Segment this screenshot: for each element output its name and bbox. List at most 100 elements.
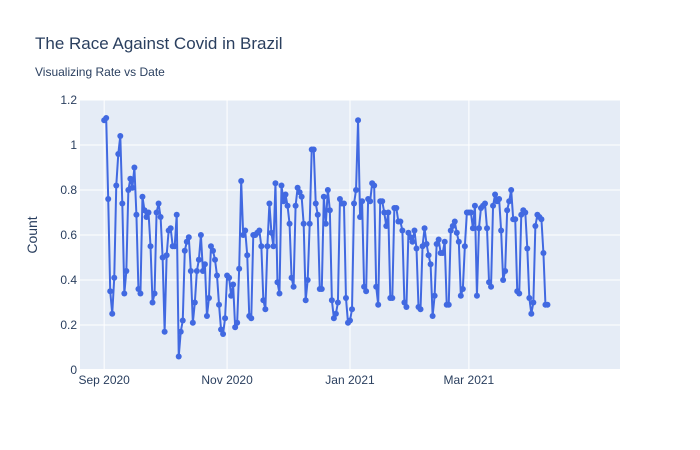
data-point [490,202,497,209]
data-point [409,238,416,245]
data-point [373,283,380,290]
data-point [429,313,436,319]
data-point [498,227,505,234]
data-point [260,297,267,304]
data-point [232,324,239,331]
data-point [127,175,134,182]
data-point [502,268,509,274]
data-point [375,301,382,308]
y-tick-label: 0.8 [60,183,77,197]
data-point [282,191,289,198]
data-point [342,295,349,301]
data-point [484,225,491,232]
data-point [216,301,223,308]
data-point [171,243,178,250]
data-point [328,297,335,304]
data-point [113,182,120,189]
data-point [367,198,374,205]
data-point [115,151,122,157]
data-point [522,209,529,216]
data-point [272,180,279,187]
data-point [145,209,152,216]
data-point [105,196,112,202]
series-points [101,115,551,360]
y-tick-label: 0.4 [60,273,77,287]
data-point [222,315,229,322]
data-point [488,283,495,290]
x-tick-label: Sep 2020 [78,373,130,387]
data-point [357,214,364,220]
data-point [262,306,269,313]
data-point [163,252,170,259]
data-point [310,146,317,153]
data-point [290,283,297,290]
data-point [351,200,358,207]
data-point [296,189,303,196]
data-point [203,313,210,319]
data-point [453,229,460,236]
data-point [193,268,200,274]
data-point [330,315,337,322]
data-point [500,277,507,283]
data-point [187,268,194,274]
data-point [189,319,196,326]
data-point [389,295,396,301]
data-point [288,274,295,281]
data-point [411,227,418,234]
data-point [284,202,291,209]
chart-title: The Race Against Covid in Brazil [35,34,283,53]
data-point [383,223,390,229]
data-point [407,234,414,241]
data-point [385,209,392,216]
x-tick-label: Nov 2020 [201,373,253,387]
data-point [425,252,432,259]
data-point [133,211,140,218]
data-point [131,164,138,171]
data-point [238,178,245,184]
data-point [191,299,198,306]
x-tick-label: Jan 2021 [325,373,375,387]
data-point [524,245,531,252]
data-point [139,193,146,200]
data-point [286,220,293,227]
data-point [508,187,515,193]
data-point [292,202,299,209]
data-point [220,331,227,337]
data-point [427,261,434,268]
data-point [417,306,424,313]
data-point [268,229,275,236]
data-point [149,299,156,306]
data-point [212,256,218,263]
data-point [137,290,144,297]
data-point [199,268,206,274]
data-point [135,286,142,292]
data-point [413,245,420,252]
data-point [324,187,331,193]
data-point [314,211,321,218]
data-point [197,232,204,238]
data-point [181,247,188,254]
data-point [347,317,353,324]
data-point [457,292,464,299]
data-point [473,292,480,299]
data-point [332,310,339,317]
data-point [256,227,263,234]
data-point [302,297,309,304]
data-point [433,241,440,247]
y-axis-title: Count [24,216,40,253]
data-point [234,319,241,326]
data-point [270,243,277,250]
data-point [155,200,162,207]
data-point [423,241,430,247]
data-point [153,209,160,216]
data-point [266,200,273,207]
data-point [183,238,190,245]
data-point [111,274,118,281]
data-point [218,326,225,333]
data-point [123,268,130,274]
data-point [298,193,305,200]
data-point [469,225,476,232]
gridlines [80,99,620,371]
data-point [379,198,386,205]
data-point [228,292,235,299]
